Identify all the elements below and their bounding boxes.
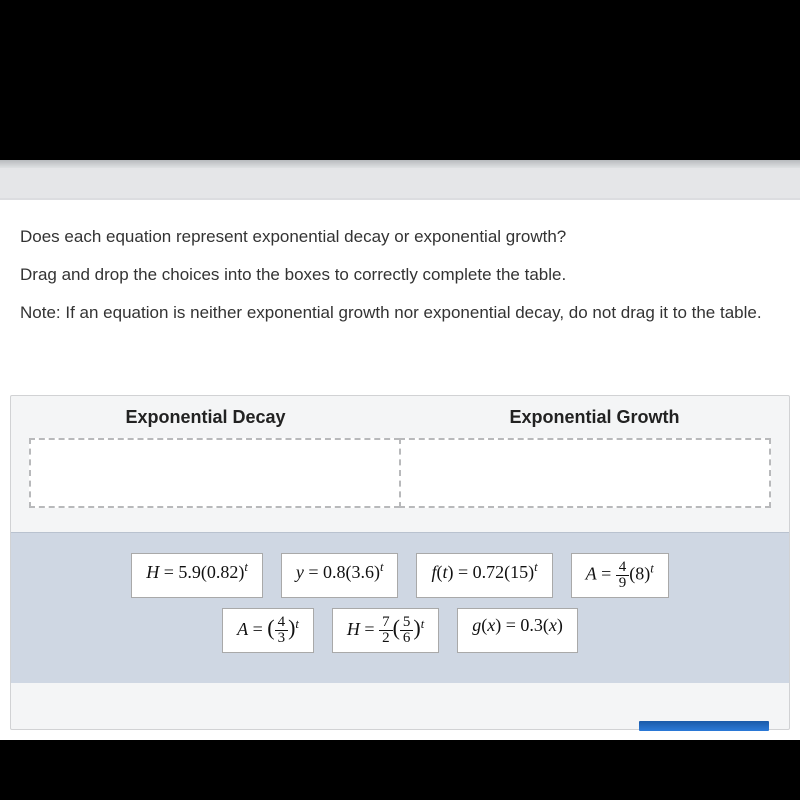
column-header-growth: Exponential Growth <box>400 407 789 428</box>
chip-eq-A-49-8[interactable]: A = 49(8)t <box>571 553 669 598</box>
column-header-decay: Exponential Decay <box>11 407 400 428</box>
drop-zone-row <box>11 438 789 508</box>
question-block: Does each equation represent exponential… <box>0 215 800 338</box>
chip-eq-H-72-56[interactable]: H = 72(56)t <box>332 608 439 653</box>
chip-source-area: H = 5.9(0.82)t y = 0.8(3.6)t f(t) = 0.72… <box>11 532 789 683</box>
answer-panel: Exponential Decay Exponential Growth H =… <box>10 395 790 730</box>
photo-glare <box>0 160 800 168</box>
chip-row-1: H = 5.9(0.82)t y = 0.8(3.6)t f(t) = 0.72… <box>25 553 775 598</box>
progress-bar-stub <box>639 721 769 731</box>
drop-zone-growth[interactable] <box>399 438 772 508</box>
chip-row-2: A = (43)t H = 72(56)t g(x) = 0.3(x) <box>25 608 775 653</box>
question-line-2: Drag and drop the choices into the boxes… <box>20 263 780 287</box>
app-window: Does each equation represent exponential… <box>0 160 800 740</box>
chip-eq-ft-072-15[interactable]: f(t) = 0.72(15)t <box>416 553 552 598</box>
chip-eq-H-59-082[interactable]: H = 5.9(0.82)t <box>131 553 263 598</box>
drop-zone-decay[interactable] <box>29 438 400 508</box>
question-note-body: If an equation is neither exponential gr… <box>61 303 762 322</box>
question-line-1: Does each equation represent exponential… <box>20 225 780 249</box>
chip-eq-A-43[interactable]: A = (43)t <box>222 608 314 653</box>
chip-eq-gx-03x[interactable]: g(x) = 0.3(x) <box>457 608 578 653</box>
question-line-3: Note: If an equation is neither exponent… <box>20 301 780 325</box>
question-note-prefix: Note: <box>20 303 61 322</box>
table-header-row: Exponential Decay Exponential Growth <box>11 396 789 438</box>
chip-eq-y-08-36[interactable]: y = 0.8(3.6)t <box>281 553 399 598</box>
